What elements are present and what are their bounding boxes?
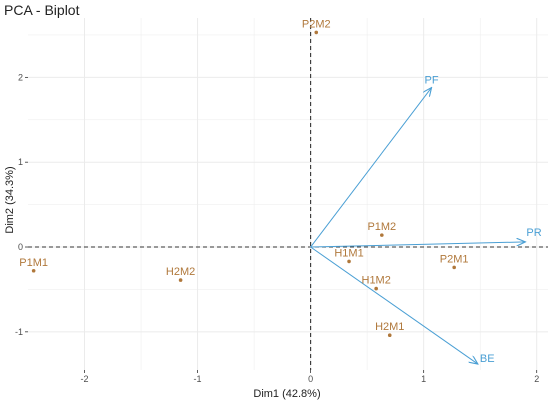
x-tick-label: 1 xyxy=(421,374,426,384)
point-label-p1m1: P1M1 xyxy=(19,257,48,269)
variable-arrows: PF PR BE xyxy=(310,75,542,365)
variable-label-be: BE xyxy=(480,353,495,365)
axis-titles: Dim1 (42.8%) Dim2 (34.3%) xyxy=(4,166,321,400)
y-axis-title: Dim2 (34.3%) xyxy=(4,166,16,233)
variable-label-pr: PR xyxy=(526,227,541,239)
point-label-p2m1: P2M1 xyxy=(440,253,469,265)
point-h2m1 xyxy=(387,333,392,338)
point-label-p1m2: P1M2 xyxy=(367,221,396,233)
point-label-h1m1: H1M1 xyxy=(334,247,363,259)
point-p1m1 xyxy=(31,268,36,273)
x-tick-label: -2 xyxy=(81,374,89,384)
y-tick-label: 0 xyxy=(18,242,23,252)
y-tick-label: 1 xyxy=(18,157,23,167)
point-label-p2m2: P2M2 xyxy=(302,18,331,30)
x-axis-title: Dim1 (42.8%) xyxy=(253,388,320,400)
x-tick-label: 2 xyxy=(534,374,539,384)
x-tick-label: 0 xyxy=(308,374,313,384)
observation-points: P2M2 P1M2 H1M1 P2M1 H1M2 H2M1 P1M1 H2M2 xyxy=(19,18,469,338)
point-p1m2 xyxy=(380,233,384,237)
grid-lines xyxy=(28,18,548,370)
point-h1m1 xyxy=(347,259,351,264)
point-p2m2 xyxy=(314,30,319,35)
point-label-h1m2: H1M2 xyxy=(362,275,391,287)
point-label-h2m2: H2M2 xyxy=(166,266,195,278)
variable-arrow-pf xyxy=(310,88,432,248)
axis-ticks: -2 -1 0 1 2 -1 0 1 2 xyxy=(15,72,539,384)
x-tick-label: -1 xyxy=(194,374,202,384)
point-h2m2 xyxy=(178,278,183,282)
variable-arrow-be xyxy=(310,246,478,364)
reference-lines xyxy=(28,18,548,370)
point-p2m1 xyxy=(452,265,456,270)
point-label-h2m1: H2M1 xyxy=(375,321,404,333)
variable-arrow-pr xyxy=(310,242,526,248)
y-tick-label: -1 xyxy=(15,327,23,337)
y-tick-label: 2 xyxy=(18,72,23,82)
variable-label-pf: PF xyxy=(425,75,439,87)
point-h1m2 xyxy=(374,286,378,291)
chart-title: PCA - Biplot xyxy=(4,2,80,18)
